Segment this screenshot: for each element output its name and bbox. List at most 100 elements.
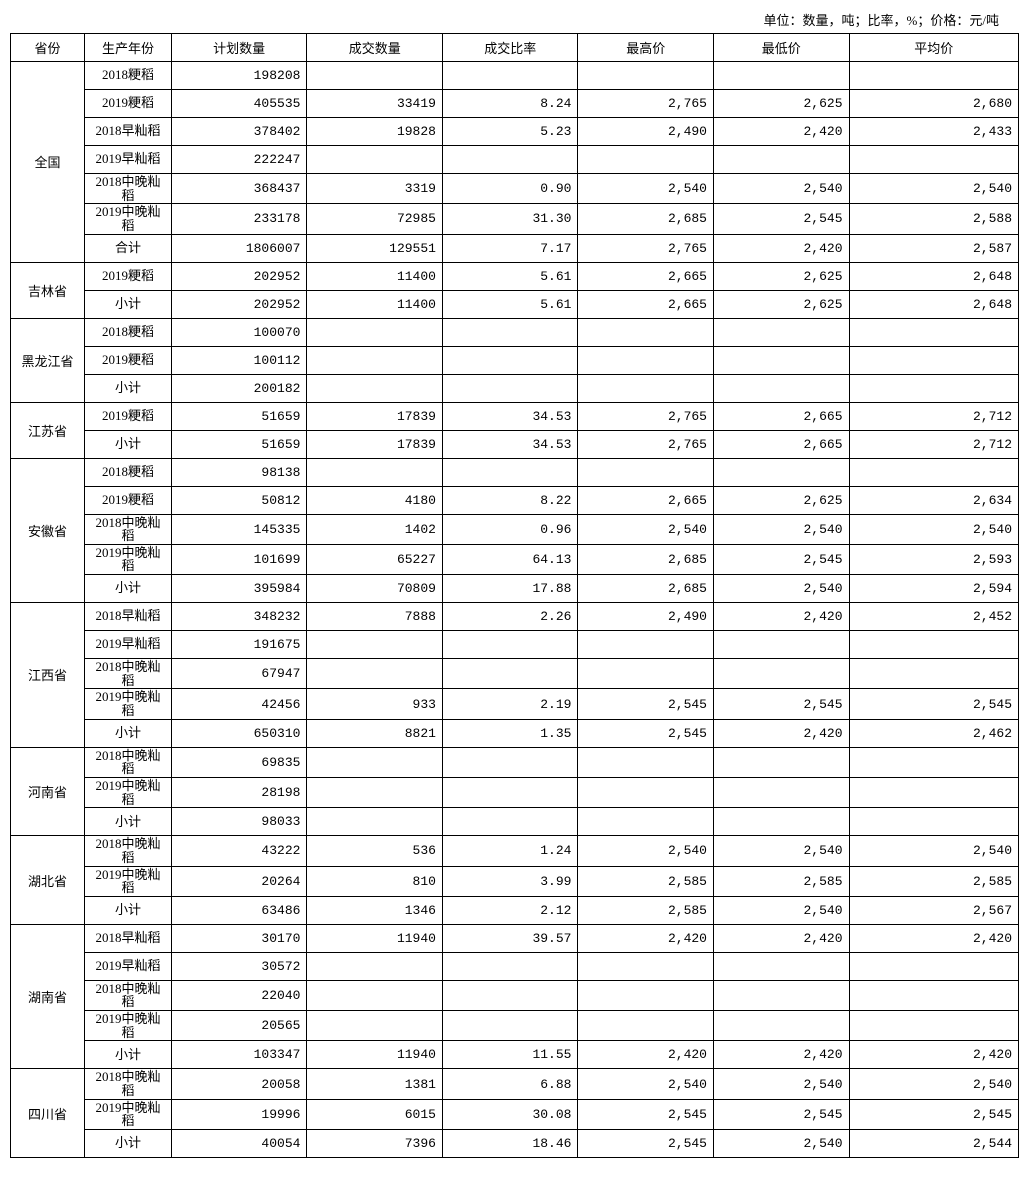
avg-cell: 2,585 xyxy=(849,866,1019,896)
year-cell: 小计 xyxy=(85,374,172,402)
table-row: 小计200182 xyxy=(11,374,1019,402)
plan-cell: 20058 xyxy=(171,1069,307,1099)
avg-cell: 2,462 xyxy=(849,719,1019,747)
avg-cell xyxy=(849,146,1019,174)
ratio-cell: 2.26 xyxy=(442,603,578,631)
deal-cell: 17839 xyxy=(307,402,443,430)
deal-cell: 129551 xyxy=(307,234,443,262)
avg-cell: 2,648 xyxy=(849,262,1019,290)
plan-cell: 650310 xyxy=(171,719,307,747)
avg-cell: 2,544 xyxy=(849,1129,1019,1157)
deal-cell xyxy=(307,659,443,689)
plan-cell: 202952 xyxy=(171,262,307,290)
year-cell: 2019中晚籼稻 xyxy=(85,689,172,719)
ratio-cell: 0.90 xyxy=(442,174,578,204)
year-cell: 2019早籼稻 xyxy=(85,631,172,659)
year-cell: 2019早籼稻 xyxy=(85,952,172,980)
year-cell: 小计 xyxy=(85,290,172,318)
avg-cell: 2,680 xyxy=(849,90,1019,118)
low-cell: 2,540 xyxy=(713,514,849,544)
year-cell: 2018中晚籼稻 xyxy=(85,747,172,777)
high-cell xyxy=(578,1011,714,1041)
table-row: 小计65031088211.352,5452,4202,462 xyxy=(11,719,1019,747)
deal-cell xyxy=(307,980,443,1010)
high-cell: 2,540 xyxy=(578,1069,714,1099)
high-cell xyxy=(578,631,714,659)
low-cell xyxy=(713,808,849,836)
high-cell xyxy=(578,62,714,90)
ratio-cell xyxy=(442,808,578,836)
avg-cell xyxy=(849,62,1019,90)
table-row: 湖北省2018中晚籼稻432225361.242,5402,5402,540 xyxy=(11,836,1019,866)
ratio-cell xyxy=(442,374,578,402)
high-cell: 2,545 xyxy=(578,689,714,719)
ratio-cell: 7.17 xyxy=(442,234,578,262)
table-row: 小计516591783934.532,7652,6652,712 xyxy=(11,430,1019,458)
ratio-cell xyxy=(442,952,578,980)
year-cell: 2018中晚籼稻 xyxy=(85,980,172,1010)
avg-cell: 2,648 xyxy=(849,290,1019,318)
ratio-cell: 31.30 xyxy=(442,204,578,234)
avg-cell: 2,587 xyxy=(849,234,1019,262)
table-row: 2018中晚籼稻22040 xyxy=(11,980,1019,1010)
year-cell: 小计 xyxy=(85,719,172,747)
province-cell: 湖南省 xyxy=(11,924,85,1069)
table-row: 2019早籼稻191675 xyxy=(11,631,1019,659)
plan-cell: 378402 xyxy=(171,118,307,146)
ratio-cell: 1.24 xyxy=(442,836,578,866)
table-row: 小计40054739618.462,5452,5402,544 xyxy=(11,1129,1019,1157)
avg-cell xyxy=(849,747,1019,777)
plan-cell: 20565 xyxy=(171,1011,307,1041)
year-cell: 小计 xyxy=(85,430,172,458)
avg-cell xyxy=(849,777,1019,807)
deal-cell: 4180 xyxy=(307,486,443,514)
deal-cell: 70809 xyxy=(307,575,443,603)
plan-cell: 30572 xyxy=(171,952,307,980)
province-cell: 湖北省 xyxy=(11,836,85,925)
high-cell xyxy=(578,146,714,174)
low-cell xyxy=(713,146,849,174)
high-cell xyxy=(578,659,714,689)
avg-cell xyxy=(849,346,1019,374)
table-row: 四川省2018中晚籼稻2005813816.882,5402,5402,540 xyxy=(11,1069,1019,1099)
deal-cell xyxy=(307,631,443,659)
high-cell: 2,665 xyxy=(578,262,714,290)
ratio-cell: 5.61 xyxy=(442,290,578,318)
year-cell: 小计 xyxy=(85,575,172,603)
year-cell: 小计 xyxy=(85,1041,172,1069)
high-cell: 2,765 xyxy=(578,90,714,118)
plan-cell: 368437 xyxy=(171,174,307,204)
high-cell: 2,665 xyxy=(578,486,714,514)
table-row: 合计18060071295517.172,7652,4202,587 xyxy=(11,234,1019,262)
plan-cell: 1806007 xyxy=(171,234,307,262)
avg-cell: 2,567 xyxy=(849,896,1019,924)
table-row: 江苏省2019粳稻516591783934.532,7652,6652,712 xyxy=(11,402,1019,430)
deal-cell xyxy=(307,808,443,836)
province-cell: 河南省 xyxy=(11,747,85,836)
ratio-cell: 8.24 xyxy=(442,90,578,118)
high-cell xyxy=(578,458,714,486)
year-cell: 小计 xyxy=(85,1129,172,1157)
header-avg: 平均价 xyxy=(849,34,1019,62)
year-cell: 2018早籼稻 xyxy=(85,603,172,631)
low-cell: 2,625 xyxy=(713,90,849,118)
avg-cell: 2,593 xyxy=(849,544,1019,574)
ratio-cell xyxy=(442,458,578,486)
low-cell: 2,420 xyxy=(713,603,849,631)
deal-cell: 19828 xyxy=(307,118,443,146)
table-body: 全国2018粳稻1982082019粳稻405535334198.242,765… xyxy=(11,62,1019,1158)
province-cell: 黑龙江省 xyxy=(11,318,85,402)
plan-cell: 69835 xyxy=(171,747,307,777)
ratio-cell xyxy=(442,747,578,777)
high-cell xyxy=(578,808,714,836)
low-cell: 2,540 xyxy=(713,1069,849,1099)
deal-cell: 72985 xyxy=(307,204,443,234)
avg-cell: 2,540 xyxy=(849,836,1019,866)
year-cell: 2018中晚籼稻 xyxy=(85,514,172,544)
deal-cell xyxy=(307,747,443,777)
avg-cell xyxy=(849,1011,1019,1041)
province-cell: 江苏省 xyxy=(11,402,85,458)
table-row: 2019粳稻100112 xyxy=(11,346,1019,374)
deal-cell xyxy=(307,146,443,174)
year-cell: 2019粳稻 xyxy=(85,486,172,514)
